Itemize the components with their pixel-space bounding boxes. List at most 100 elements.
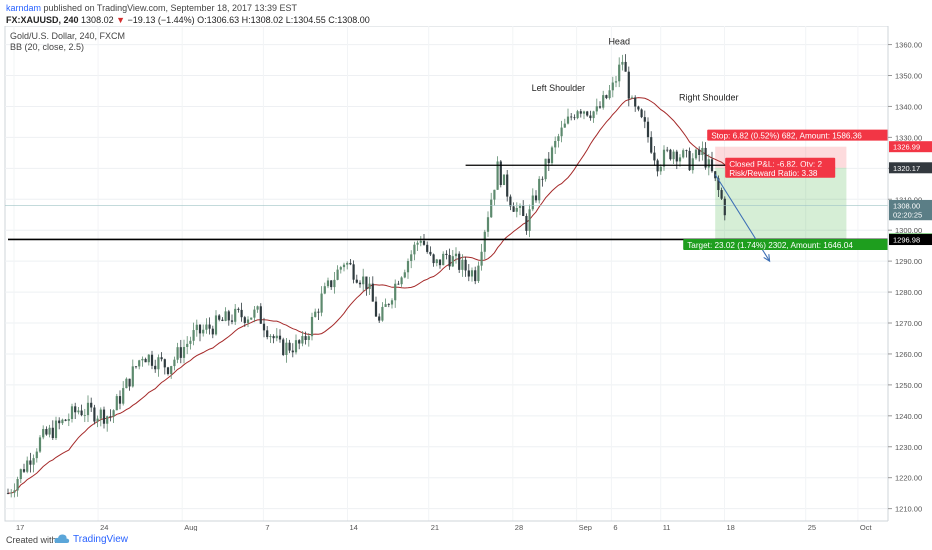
candle-body [10,492,13,494]
x-tick-label: 18 [727,523,735,531]
candle-body [77,410,80,413]
candle-body [429,251,432,255]
candle-body [522,205,525,216]
x-tick-label: 21 [431,523,439,531]
price-tag-bg [889,234,932,246]
candle-body [381,306,384,321]
candles [6,54,726,498]
y-tick-label: 1310.00 [895,195,922,204]
arrow-head [763,254,771,263]
candle-body [390,300,394,305]
candle-body [499,161,502,185]
candle-body [384,304,387,307]
y-tick-label: 1350.00 [895,72,922,81]
candle-body [13,490,16,493]
candle-body [416,242,419,245]
candle-body [243,317,246,323]
candle-body [333,279,336,288]
candle-body [106,416,109,424]
candle-body [288,342,291,351]
candle-body [102,409,106,424]
candle-body [371,283,374,302]
candle-body [282,339,285,355]
candle-body [154,365,157,370]
ohlc-values: O:1306.63 H:1308.02 L:1304.55 C:1308.00 [197,15,370,25]
candle-body [538,178,541,201]
candle-body [211,328,214,335]
candle-body [656,160,659,172]
candle-body [605,95,608,99]
position-zones [715,146,847,240]
y-tick-label: 1280.00 [895,288,922,297]
candle-body [694,149,698,159]
candle-body [346,262,349,265]
candle-body [400,277,403,285]
candle-body [74,406,77,413]
candle-body [70,406,74,419]
candle-body [64,419,67,421]
y-tick-label: 1340.00 [895,102,922,111]
candle-body [45,428,48,435]
candle-body [458,253,461,270]
time-axis[interactable]: 17 24 Aug 7 14 21 28 Sep 6 11 18 25 Oct [5,520,888,531]
candle-body [640,109,643,118]
candle-body [560,127,563,137]
tradingview-logo[interactable]: TradingView [54,533,128,545]
candle-body [698,149,701,155]
price-axis[interactable]: 1210.00 1220.00 1230.00 1240.00 1250.00 1260.… [887,26,932,531]
candle-body [256,306,259,310]
candle-body [96,418,99,422]
candle-body [173,359,176,367]
candle-body [138,360,141,367]
risk-reward-label-bg [725,166,836,178]
price-chart[interactable]: Head Left Shoulder Right Shoulder Stop: 6.8… [0,26,932,531]
candle-body [512,206,515,212]
candle-body [378,316,381,321]
y-tick-label: 1240.00 [895,412,922,421]
price-tag-bg [889,209,932,221]
candle-body [630,97,634,99]
risk-reward-label-text: Risk/Reward Ratio: 3.38 [729,169,818,178]
candle-body [144,358,147,363]
x-tick-label: 6 [613,523,617,531]
candle-body [672,151,675,160]
candle-body [275,335,278,339]
candle-body [208,324,211,329]
candle-body [147,354,150,363]
candle-body [410,254,413,261]
candle-body [336,269,339,280]
candle-body [426,244,429,252]
candle-body [221,319,224,321]
price-tag-bg [889,199,932,211]
candle-body [662,149,666,167]
x-tick-label: 25 [808,523,816,531]
author-link[interactable]: karndam [6,3,42,13]
candle-body [317,311,320,313]
candle-body [192,330,195,341]
candle-body [218,315,221,320]
candle-body [301,336,304,344]
candle-body [320,293,323,313]
candle-body [582,111,586,114]
stop-label-text: Stop: 6.82 (0.52%) 682, Amount: 1586.36 [711,132,862,141]
candle-body [163,359,166,368]
candle-body [547,158,550,164]
price-tag: 1296.98 [893,236,920,245]
candle-body [589,115,592,119]
candle-body [675,151,678,162]
x-tick-label: 14 [350,523,358,531]
candle-body [678,157,682,162]
candle-body [634,97,637,107]
candle-body [442,253,445,266]
candle-body [682,150,685,158]
candle-body [470,270,474,277]
drawings: Head Left Shoulder Right Shoulder Stop: 6.8… [5,37,907,263]
candle-body [502,174,506,185]
last-price: 1308.02 [81,15,114,25]
chart-header: karndam published on TradingView.com, Se… [0,0,932,27]
candle-body [330,280,333,288]
symbol-label: FX:XAUUSD, 240 [6,15,79,25]
candle-body [294,340,298,353]
candle-body [534,195,538,201]
candle-body [550,147,554,164]
